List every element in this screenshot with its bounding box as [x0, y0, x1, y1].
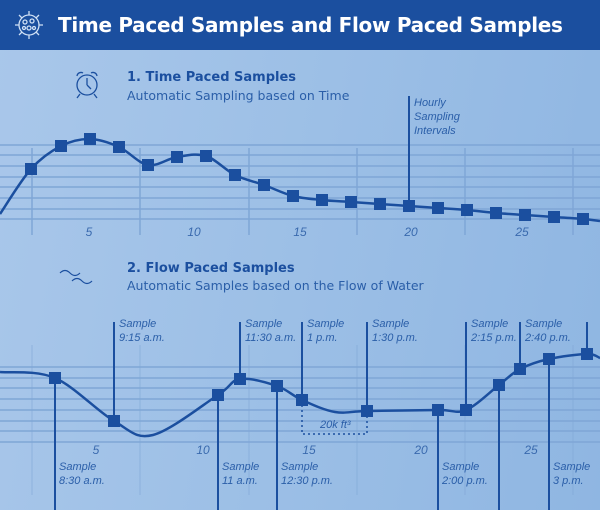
sample-marker — [374, 198, 386, 210]
sample-marker — [361, 405, 373, 417]
sample-marker — [212, 389, 224, 401]
volume-box — [301, 400, 368, 435]
sample-label-above: 9:15 a.m. — [119, 332, 165, 344]
sample-label-below: 12:30 p.m. — [281, 475, 333, 487]
x-tick-label: 5 — [93, 443, 100, 457]
sample-marker — [316, 194, 328, 206]
sample-label-below: 8:30 a.m. — [59, 475, 105, 487]
sample-marker — [108, 415, 120, 427]
diagram-marks: 5 10 15 20 25 5 10 15 20 25 Sample 9:15 a.m. Sample 1… — [0, 96, 600, 510]
flow-section-title: 2. Flow Paced Samples — [127, 261, 295, 276]
sample-label-above: 2:40 p.m. — [524, 332, 571, 344]
sample-marker — [296, 394, 308, 406]
hourly-label-1: Hourly — [414, 97, 447, 109]
sample-marker — [271, 380, 283, 392]
sample-marker — [258, 179, 270, 191]
x-tick-label: 15 — [293, 225, 307, 239]
sample-marker — [287, 190, 299, 202]
sample-marker — [345, 196, 357, 208]
time-curve — [0, 137, 600, 223]
sample-marker — [25, 163, 37, 175]
sample-marker — [200, 150, 212, 162]
x-tick-label: 20 — [403, 225, 418, 239]
sample-marker — [581, 348, 593, 360]
sample-label-above: Sample — [471, 318, 508, 330]
sample-label-below: Sample — [442, 461, 479, 473]
sample-label-below: Sample — [59, 461, 96, 473]
sample-marker — [113, 141, 125, 153]
sample-marker — [432, 202, 444, 214]
sample-label-above: 1 p.m. — [307, 332, 338, 344]
sample-marker — [519, 209, 531, 221]
x-tick-label: 5 — [86, 225, 93, 239]
sample-label-below: 2:00 p.m. — [441, 475, 488, 487]
x-tick-label: 10 — [187, 225, 201, 239]
sample-marker — [142, 159, 154, 171]
x-tick-label: 20 — [413, 443, 428, 457]
water-waves-icon — [59, 269, 93, 285]
sample-label-above: Sample — [245, 318, 282, 330]
volume-label: 20k ft³ — [319, 419, 351, 431]
header-bar: Time Paced Samples and Flow Paced Sample… — [0, 0, 600, 50]
x-tick-label: 25 — [514, 225, 529, 239]
sample-marker — [84, 133, 96, 145]
sample-marker — [234, 373, 246, 385]
sample-label-below: Sample — [222, 461, 259, 473]
sample-marker — [490, 207, 502, 219]
sample-marker — [461, 204, 473, 216]
sample-label-below: Sample — [553, 461, 590, 473]
sample-label-above: Sample — [525, 318, 562, 330]
hourly-label-3: Intervals — [414, 125, 456, 137]
hourly-label-2: Sampling — [414, 111, 461, 123]
sample-marker — [460, 404, 472, 416]
page-title: Time Paced Samples and Flow Paced Sample… — [58, 13, 563, 37]
sample-marker — [55, 140, 67, 152]
sample-marker — [171, 151, 183, 163]
sample-marker — [577, 213, 589, 225]
x-tick-label: 15 — [302, 443, 316, 457]
flow-section-subtitle: Automatic Samples based on the Flow of W… — [127, 278, 424, 293]
sample-marker — [543, 353, 555, 365]
sample-label-above: 1:30 p.m. — [372, 332, 418, 344]
x-tick-label: 25 — [523, 443, 538, 457]
alarm-clock-icon — [76, 71, 98, 99]
sample-label-below: 3 p.m. — [553, 475, 584, 487]
time-section-subtitle: Automatic Sampling based on Time — [127, 88, 350, 103]
sample-marker — [49, 372, 61, 384]
sample-label-below: Sample — [281, 461, 318, 473]
x-tick-label: 10 — [196, 443, 210, 457]
virus-icon — [15, 11, 43, 39]
sample-label-below: 11 a.m. — [222, 475, 258, 487]
sample-marker — [493, 379, 505, 391]
time-section-title: 1. Time Paced Samples — [127, 70, 297, 85]
sample-label-above: Sample — [119, 318, 156, 330]
sample-label-above: 2:15 p.m. — [470, 332, 517, 344]
sample-label-above: 11:30 a.m. — [245, 332, 296, 344]
sample-marker — [514, 363, 526, 375]
sample-marker — [403, 200, 415, 212]
sample-marker — [229, 169, 241, 181]
sample-label-above: Sample — [372, 318, 409, 330]
sample-marker — [548, 211, 560, 223]
sample-label-above: Sample — [307, 318, 344, 330]
sample-marker — [432, 404, 444, 416]
